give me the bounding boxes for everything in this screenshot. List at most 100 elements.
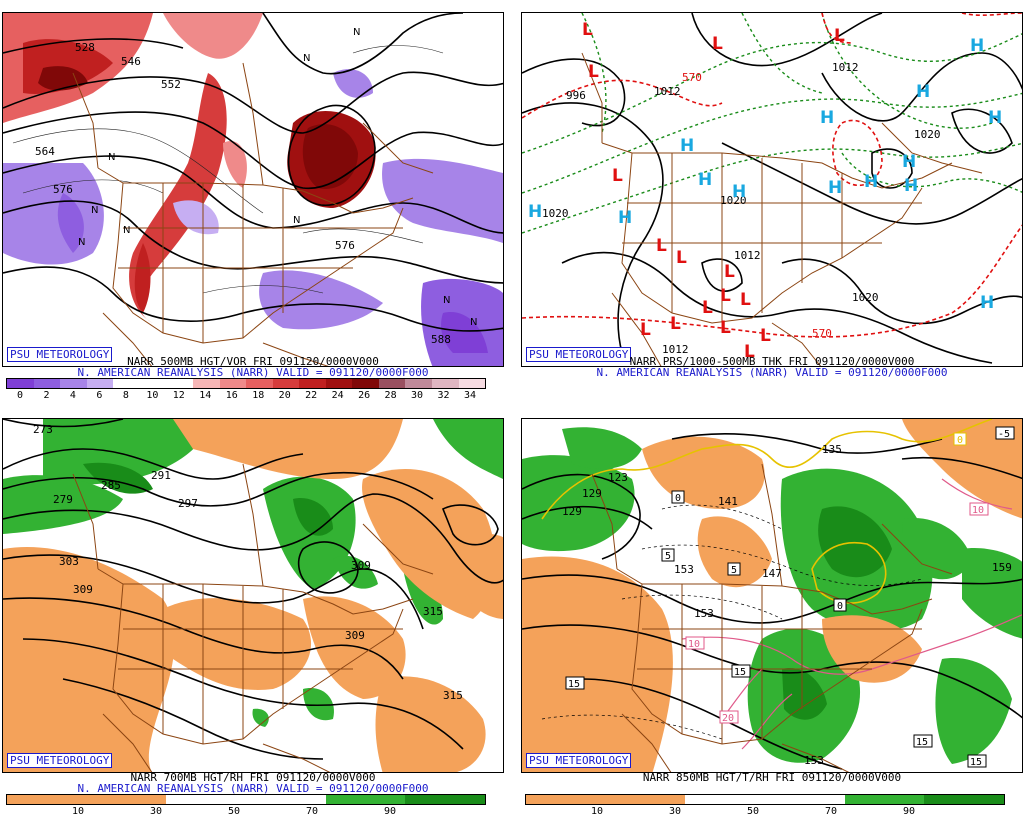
thickness-warm: [522, 13, 1022, 338]
colorbar-swatch: [924, 795, 965, 804]
colorbar-tick-label: 50: [227, 806, 241, 817]
map-700mb-svg: 279 285 291 297 303 309 309 309 315 315 …: [3, 419, 503, 772]
colorbar-swatch: [206, 795, 246, 804]
temp-label: 15: [568, 679, 580, 690]
temp-label: 15: [970, 757, 982, 768]
low-marker: L: [588, 62, 599, 82]
colorbar-tick-label: 24: [331, 390, 344, 401]
colorbar-rh-labels: 10 30 50 70 90: [6, 806, 484, 818]
caption-product: NARR PRS/1000-500MB THK FRI 091120/0000V…: [629, 355, 915, 368]
colorbar-swatch: [685, 795, 726, 804]
political-borders: [591, 463, 953, 772]
temp-label: 15: [734, 667, 746, 678]
contour-labels: 528 546 552 564 576 576 588: [35, 41, 451, 346]
colorbar-tick-label: 30: [411, 390, 424, 401]
colorbar-tick-label: 16: [225, 390, 238, 401]
colorbar-tick-label: 2: [43, 390, 50, 401]
vort-mark: N: [91, 205, 98, 216]
panel-pressure-thickness: 996 1012 1012 1020 1020 1020 1012 1020 1…: [521, 12, 1023, 412]
contour-label: 996: [566, 89, 586, 102]
temp-label: -5: [998, 429, 1010, 440]
contour-label: 147: [762, 567, 782, 580]
low-marker: L: [760, 326, 771, 346]
vort-mark: N: [78, 237, 85, 248]
contour-label: 576: [53, 183, 73, 196]
colorbar-tick-label: 32: [437, 390, 450, 401]
temp-label: 0: [957, 435, 963, 446]
vorticity-marks: N N N N N N N N N: [78, 27, 477, 328]
contour-labels: 129 135 141 147 153 153 159 153 123 129: [562, 443, 1012, 767]
caption-product: NARR 700MB HGT/RH FRI 091120/0000V000: [130, 771, 376, 784]
temp-label: 5: [665, 551, 671, 562]
low-marker: L: [834, 26, 845, 46]
colorbar-swatch: [884, 795, 925, 804]
colorbar-swatch: [192, 379, 220, 388]
vort-mark: N: [303, 53, 310, 64]
contour-label: 1020: [720, 194, 747, 207]
colorbar-tick-label: 10: [71, 806, 85, 817]
colorbar-swatch: [7, 795, 47, 804]
colorbar-tick-label: 4: [69, 390, 76, 401]
colorbar-swatch: [86, 379, 114, 388]
contour-label: 129: [582, 487, 602, 500]
contour-label: 315: [443, 689, 463, 702]
colorbar-swatch: [378, 379, 406, 388]
map-500mb-svg: 528 546 552 564 576 576 588 N N N N N N …: [3, 13, 503, 366]
colorbar-swatch: [86, 795, 127, 804]
colorbar-swatch: [126, 795, 167, 804]
colorbar-swatch: [365, 795, 406, 804]
contour-label: 309: [345, 629, 365, 642]
high-pressure-markers: H H H H H H H H H H H H H H: [528, 36, 1002, 313]
colorbar-swatch: [272, 379, 300, 388]
high-marker: H: [732, 182, 746, 202]
high-marker: H: [902, 152, 916, 172]
caption-valid: N. AMERICAN REANALYSIS (NARR) VALID = 09…: [77, 366, 429, 379]
colorbar-swatch: [246, 379, 273, 388]
political-borders: [72, 463, 434, 772]
high-marker: H: [618, 208, 632, 228]
psu-logo: PSU METEOROLOGY: [526, 753, 632, 768]
vort-mark: N: [443, 295, 450, 306]
map-thickness-svg: 996 1012 1012 1020 1020 1020 1012 1020 1…: [522, 13, 1022, 366]
colorbar-tick-label: 34: [463, 390, 477, 401]
temp-label: 10: [972, 505, 984, 516]
high-marker: H: [916, 82, 930, 102]
high-marker: H: [528, 202, 542, 222]
colorbar-swatch: [60, 379, 87, 388]
contour-label: 303: [59, 555, 79, 568]
colorbar-tick-label: 10: [146, 390, 159, 401]
contour-label: 123: [608, 471, 628, 484]
rh-shading: [3, 419, 503, 772]
colorbar-tick-label: 10: [590, 806, 604, 817]
contour-label: 159: [992, 561, 1012, 574]
contour-label: 570: [812, 327, 832, 340]
contour-label: 129: [562, 505, 582, 518]
colorbar-swatch: [113, 379, 140, 388]
contour-label: 1012: [734, 249, 761, 262]
colorbar-swatch: [285, 795, 326, 804]
low-marker: L: [720, 318, 731, 338]
contour-label: 309: [351, 559, 371, 572]
colorbar-swatch: [166, 379, 193, 388]
low-marker: L: [712, 34, 723, 54]
caption-valid: N. AMERICAN REANALYSIS (NARR) VALID = 09…: [596, 366, 948, 379]
contour-label: 1012: [662, 343, 689, 356]
colorbar-swatch: [325, 795, 366, 804]
contour-label: 564: [35, 145, 55, 158]
low-marker: L: [670, 314, 681, 334]
map-850mb-svg: 129 135 141 147 153 153 159 153 123 129 …: [522, 419, 1022, 772]
colorbar-swatch: [804, 795, 845, 804]
high-marker: H: [980, 293, 994, 313]
colorbar-tick-label: 90: [902, 806, 916, 817]
political-borders: [581, 52, 983, 366]
colorbar-swatch: [139, 379, 167, 388]
low-marker: L: [612, 166, 623, 186]
contour-label: 546: [121, 55, 141, 68]
colorbar-rh: [525, 794, 1005, 805]
temperature-labels: 0 0 5 5 10 10 15 15 15 15 20: [565, 426, 1015, 768]
temp-label: 10: [688, 639, 700, 650]
colorbar-tick-label: 18: [252, 390, 265, 401]
contour-label: 309: [73, 583, 93, 596]
colorbar-swatch: [764, 795, 805, 804]
panel-850mb-temp-rh: 129 135 141 147 153 153 159 153 123 129 …: [521, 418, 1023, 818]
